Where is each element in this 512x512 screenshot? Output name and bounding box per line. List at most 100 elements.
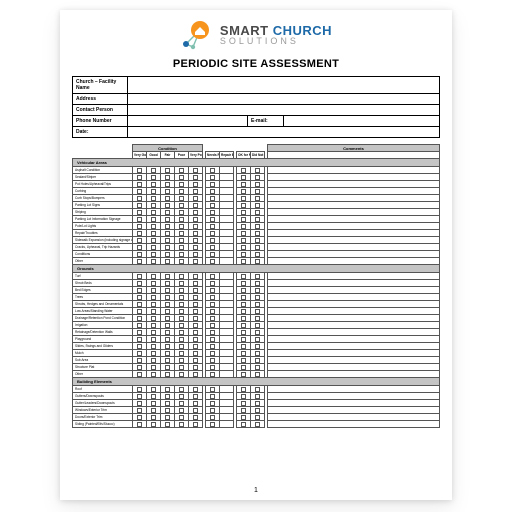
checkbox-cell[interactable] bbox=[161, 167, 175, 174]
checkbox-cell[interactable] bbox=[161, 400, 175, 407]
checkbox-cell[interactable] bbox=[189, 386, 203, 393]
checkbox-cell[interactable] bbox=[161, 336, 175, 343]
repair-by-cell[interactable] bbox=[220, 322, 234, 329]
repair-by-cell[interactable] bbox=[220, 181, 234, 188]
checkbox-cell[interactable] bbox=[251, 343, 265, 350]
checkbox-cell[interactable] bbox=[251, 301, 265, 308]
repair-by-cell[interactable] bbox=[220, 329, 234, 336]
checkbox-cell[interactable] bbox=[175, 216, 189, 223]
repair-by-cell[interactable] bbox=[220, 393, 234, 400]
comment-cell[interactable] bbox=[268, 322, 440, 329]
comment-cell[interactable] bbox=[268, 301, 440, 308]
comment-cell[interactable] bbox=[268, 195, 440, 202]
checkbox-cell[interactable] bbox=[189, 223, 203, 230]
repair-by-cell[interactable] bbox=[220, 294, 234, 301]
repair-by-cell[interactable] bbox=[220, 174, 234, 181]
comment-cell[interactable] bbox=[268, 167, 440, 174]
comment-cell[interactable] bbox=[268, 230, 440, 237]
field-address[interactable] bbox=[128, 94, 440, 105]
checkbox-cell[interactable] bbox=[147, 216, 161, 223]
checkbox-cell[interactable] bbox=[175, 280, 189, 287]
checkbox-cell[interactable] bbox=[161, 287, 175, 294]
repair-by-cell[interactable] bbox=[220, 244, 234, 251]
checkbox-cell[interactable] bbox=[206, 322, 220, 329]
checkbox-cell[interactable] bbox=[251, 308, 265, 315]
checkbox-cell[interactable] bbox=[237, 301, 251, 308]
checkbox-cell[interactable] bbox=[237, 308, 251, 315]
checkbox-cell[interactable] bbox=[133, 280, 147, 287]
checkbox-cell[interactable] bbox=[175, 188, 189, 195]
checkbox-cell[interactable] bbox=[161, 230, 175, 237]
field-date[interactable] bbox=[128, 127, 440, 138]
checkbox-cell[interactable] bbox=[251, 195, 265, 202]
checkbox-cell[interactable] bbox=[175, 223, 189, 230]
checkbox-cell[interactable] bbox=[251, 350, 265, 357]
checkbox-cell[interactable] bbox=[175, 329, 189, 336]
checkbox-cell[interactable] bbox=[161, 393, 175, 400]
checkbox-cell[interactable] bbox=[237, 350, 251, 357]
checkbox-cell[interactable] bbox=[147, 301, 161, 308]
checkbox-cell[interactable] bbox=[189, 280, 203, 287]
checkbox-cell[interactable] bbox=[237, 181, 251, 188]
checkbox-cell[interactable] bbox=[189, 400, 203, 407]
checkbox-cell[interactable] bbox=[206, 386, 220, 393]
checkbox-cell[interactable] bbox=[189, 273, 203, 280]
checkbox-cell[interactable] bbox=[251, 357, 265, 364]
checkbox-cell[interactable] bbox=[175, 343, 189, 350]
checkbox-cell[interactable] bbox=[189, 301, 203, 308]
repair-by-cell[interactable] bbox=[220, 350, 234, 357]
checkbox-cell[interactable] bbox=[206, 188, 220, 195]
checkbox-cell[interactable] bbox=[206, 421, 220, 428]
checkbox-cell[interactable] bbox=[133, 393, 147, 400]
checkbox-cell[interactable] bbox=[206, 223, 220, 230]
repair-by-cell[interactable] bbox=[220, 336, 234, 343]
repair-by-cell[interactable] bbox=[220, 188, 234, 195]
repair-by-cell[interactable] bbox=[220, 223, 234, 230]
checkbox-cell[interactable] bbox=[161, 195, 175, 202]
checkbox-cell[interactable] bbox=[133, 364, 147, 371]
checkbox-cell[interactable] bbox=[206, 315, 220, 322]
checkbox-cell[interactable] bbox=[133, 407, 147, 414]
checkbox-cell[interactable] bbox=[133, 336, 147, 343]
repair-by-cell[interactable] bbox=[220, 357, 234, 364]
checkbox-cell[interactable] bbox=[175, 230, 189, 237]
checkbox-cell[interactable] bbox=[251, 209, 265, 216]
checkbox-cell[interactable] bbox=[161, 322, 175, 329]
checkbox-cell[interactable] bbox=[251, 251, 265, 258]
checkbox-cell[interactable] bbox=[206, 287, 220, 294]
checkbox-cell[interactable] bbox=[189, 371, 203, 378]
checkbox-cell[interactable] bbox=[237, 202, 251, 209]
checkbox-cell[interactable] bbox=[147, 273, 161, 280]
checkbox-cell[interactable] bbox=[189, 181, 203, 188]
checkbox-cell[interactable] bbox=[206, 181, 220, 188]
checkbox-cell[interactable] bbox=[161, 421, 175, 428]
checkbox-cell[interactable] bbox=[161, 258, 175, 265]
checkbox-cell[interactable] bbox=[161, 350, 175, 357]
comment-cell[interactable] bbox=[268, 414, 440, 421]
comment-cell[interactable] bbox=[268, 188, 440, 195]
checkbox-cell[interactable] bbox=[251, 386, 265, 393]
checkbox-cell[interactable] bbox=[251, 336, 265, 343]
comment-cell[interactable] bbox=[268, 251, 440, 258]
repair-by-cell[interactable] bbox=[220, 315, 234, 322]
checkbox-cell[interactable] bbox=[161, 237, 175, 244]
checkbox-cell[interactable] bbox=[189, 237, 203, 244]
checkbox-cell[interactable] bbox=[189, 308, 203, 315]
checkbox-cell[interactable] bbox=[237, 421, 251, 428]
checkbox-cell[interactable] bbox=[175, 322, 189, 329]
checkbox-cell[interactable] bbox=[189, 393, 203, 400]
checkbox-cell[interactable] bbox=[189, 294, 203, 301]
checkbox-cell[interactable] bbox=[206, 294, 220, 301]
comment-cell[interactable] bbox=[268, 421, 440, 428]
checkbox-cell[interactable] bbox=[237, 273, 251, 280]
comment-cell[interactable] bbox=[268, 329, 440, 336]
checkbox-cell[interactable] bbox=[251, 371, 265, 378]
checkbox-cell[interactable] bbox=[189, 357, 203, 364]
checkbox-cell[interactable] bbox=[161, 181, 175, 188]
repair-by-cell[interactable] bbox=[220, 230, 234, 237]
checkbox-cell[interactable] bbox=[175, 287, 189, 294]
checkbox-cell[interactable] bbox=[147, 400, 161, 407]
checkbox-cell[interactable] bbox=[251, 280, 265, 287]
checkbox-cell[interactable] bbox=[147, 230, 161, 237]
checkbox-cell[interactable] bbox=[147, 167, 161, 174]
